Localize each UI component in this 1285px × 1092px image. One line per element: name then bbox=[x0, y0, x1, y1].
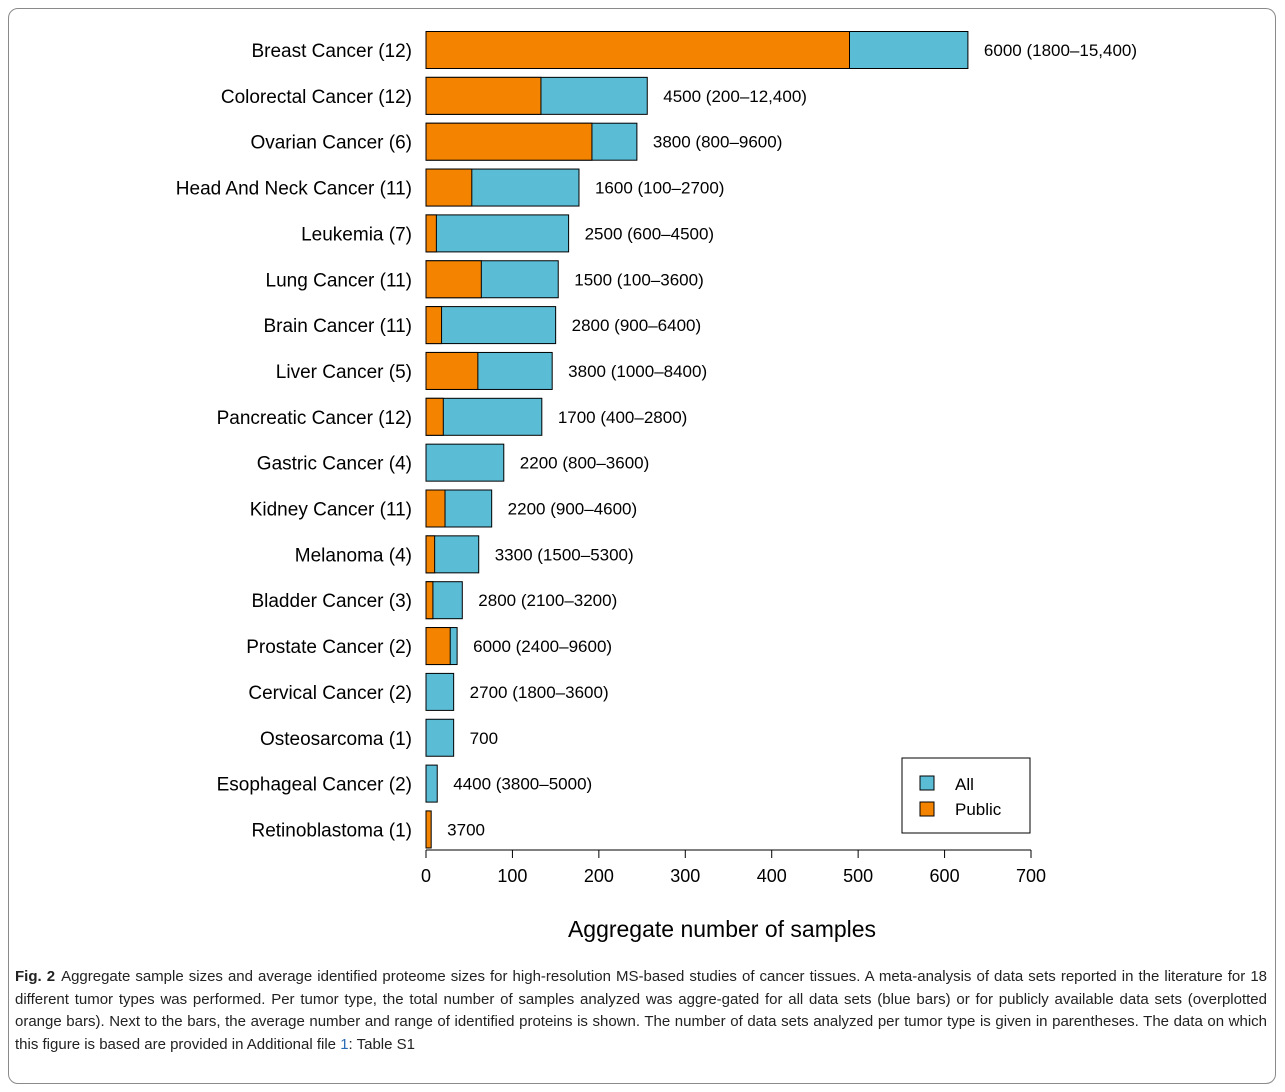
data-label: 2500 (600–4500) bbox=[585, 224, 715, 243]
bar-public bbox=[425, 214, 437, 253]
data-label: 3800 (800–9600) bbox=[653, 133, 783, 152]
data-label: 2700 (1800–3600) bbox=[470, 683, 609, 702]
data-label: 700 bbox=[470, 729, 498, 748]
category-label: Pancreatic Cancer (12) bbox=[217, 408, 412, 429]
category-label: Head And Neck Cancer (11) bbox=[176, 179, 412, 200]
category-label: Cervical Cancer (2) bbox=[248, 683, 412, 704]
legend-box bbox=[901, 757, 1031, 834]
x-tick-label: 0 bbox=[421, 866, 431, 886]
additional-file-link[interactable]: 1 bbox=[340, 1035, 349, 1053]
bar-all bbox=[425, 718, 455, 757]
category-label: Bladder Cancer (3) bbox=[251, 591, 412, 612]
category-label: Gastric Cancer (4) bbox=[257, 454, 412, 475]
bar-all bbox=[425, 306, 557, 345]
bar-public bbox=[425, 31, 850, 69]
bar-all bbox=[425, 214, 570, 253]
legend-label-public: Public bbox=[955, 800, 1002, 819]
x-tick-label: 400 bbox=[757, 866, 787, 886]
data-label: 1500 (100–3600) bbox=[574, 270, 704, 289]
x-tick-label: 600 bbox=[930, 866, 960, 886]
data-label: 1600 (100–2700) bbox=[595, 179, 725, 198]
bar-group: Breast Cancer (12) 6000 (1800–15,400) Colo… bbox=[176, 31, 1137, 849]
x-tick-label: 200 bbox=[584, 866, 614, 886]
figure-label: Fig. 2 bbox=[15, 968, 56, 985]
data-label: 6000 (2400–9600) bbox=[473, 637, 612, 656]
category-label: Melanoma (4) bbox=[295, 545, 412, 566]
category-label: Osteosarcoma (1) bbox=[260, 729, 412, 750]
data-label: 4500 (200–12,400) bbox=[663, 87, 807, 106]
bar-all bbox=[425, 443, 505, 482]
legend-swatch-all bbox=[919, 775, 935, 791]
bar-public bbox=[425, 535, 436, 574]
bar-public bbox=[425, 351, 479, 390]
data-label: 2200 (800–3600) bbox=[520, 454, 650, 473]
category-label: Prostate Cancer (2) bbox=[246, 637, 412, 658]
data-label: 3700 bbox=[447, 820, 485, 839]
x-axis-title: Aggregate number of samples bbox=[568, 916, 876, 942]
bar-all bbox=[425, 764, 438, 803]
data-label: 4400 (3800–5000) bbox=[453, 775, 592, 794]
category-label: Brain Cancer (11) bbox=[263, 316, 412, 337]
legend-swatch-public bbox=[919, 801, 935, 817]
bar-public bbox=[425, 168, 473, 207]
data-label: 2800 (2100–3200) bbox=[478, 591, 617, 610]
x-tick-label: 700 bbox=[1016, 866, 1046, 886]
bar-public bbox=[425, 581, 434, 620]
caption-text: Aggregate sample sizes and average ident… bbox=[15, 968, 1268, 1053]
data-label: 1700 (400–2800) bbox=[558, 408, 688, 427]
bar-public bbox=[425, 489, 446, 528]
bar-all bbox=[425, 672, 455, 711]
category-label: Retinoblastoma (1) bbox=[251, 820, 412, 841]
bar-public bbox=[425, 260, 482, 299]
category-label: Kidney Cancer (11) bbox=[250, 500, 412, 521]
data-label: 6000 (1800–15,400) bbox=[984, 41, 1137, 60]
bar-public bbox=[425, 627, 451, 666]
figure-caption: Fig. 2 Aggregate sample sizes and average… bbox=[15, 966, 1267, 1056]
legend: All Public bbox=[901, 757, 1031, 834]
bar-public bbox=[425, 76, 542, 115]
data-label: 2200 (900–4600) bbox=[508, 500, 638, 519]
bar-public bbox=[425, 810, 432, 849]
x-tick-label: 300 bbox=[670, 866, 700, 886]
data-label: 2800 (900–6400) bbox=[572, 316, 702, 335]
category-label: Liver Cancer (5) bbox=[276, 362, 412, 383]
x-tick-label: 500 bbox=[843, 866, 873, 886]
category-label: Esophageal Cancer (2) bbox=[217, 775, 412, 796]
data-label: 3800 (1000–8400) bbox=[568, 362, 707, 381]
bar-public bbox=[425, 122, 593, 161]
bar-chart: Breast Cancer (12) 6000 (1800–15,400) Colo… bbox=[176, 31, 1137, 942]
x-axis: 0 100 200 300 400 500 600 700 bbox=[421, 849, 1046, 886]
figure-frame bbox=[8, 8, 1276, 1084]
category-label: Colorectal Cancer (12) bbox=[221, 87, 412, 108]
category-label: Leukemia (7) bbox=[301, 224, 412, 245]
category-label: Breast Cancer (12) bbox=[251, 41, 412, 62]
bar-public bbox=[425, 306, 443, 345]
bar-public bbox=[425, 397, 444, 436]
category-label: Ovarian Cancer (6) bbox=[250, 133, 412, 154]
category-label: Lung Cancer (11) bbox=[266, 270, 412, 291]
caption-text-end: : Table S1 bbox=[348, 1035, 415, 1053]
legend-label-all: All bbox=[955, 775, 974, 794]
data-label: 3300 (1500–5300) bbox=[495, 545, 634, 564]
x-tick-label: 100 bbox=[497, 866, 527, 886]
